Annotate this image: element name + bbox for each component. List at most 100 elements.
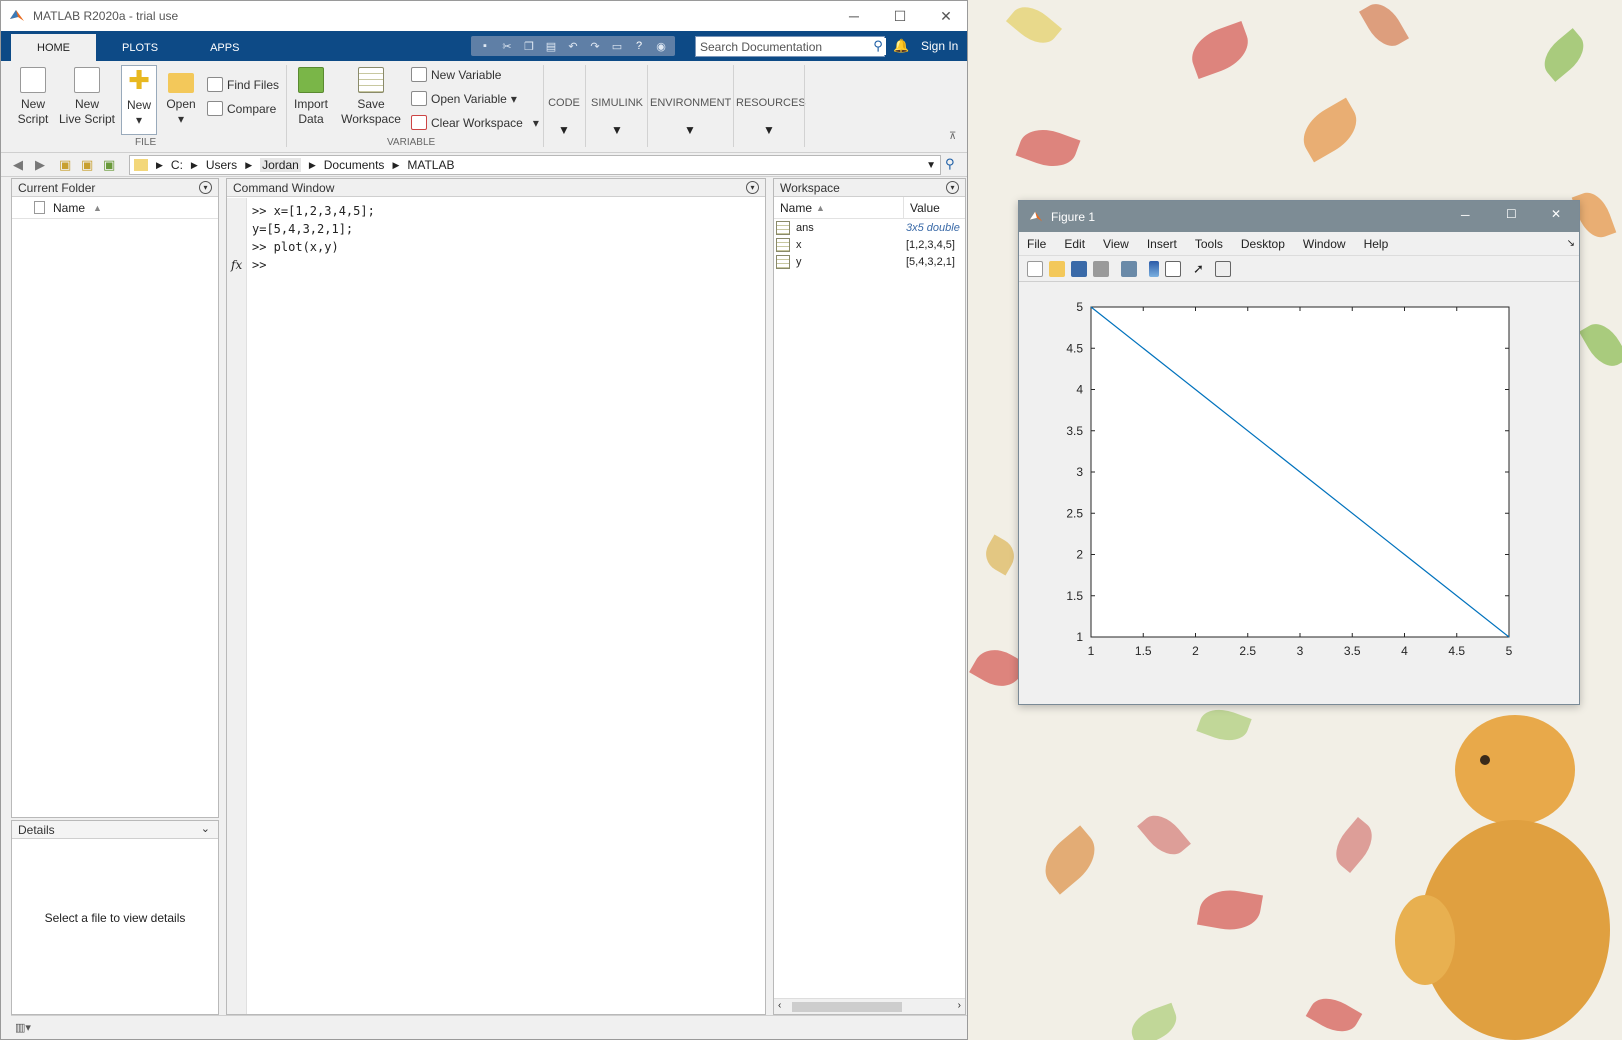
minimize-button[interactable]: ─ [849,8,859,24]
menu-file[interactable]: File [1027,236,1047,251]
colorbar-icon[interactable] [1149,260,1159,277]
copy-icon[interactable]: ❐ [524,40,534,53]
tab-apps[interactable]: APPS [210,41,240,54]
customize-icon[interactable]: ◉ [656,40,666,53]
help-icon[interactable]: ? [635,40,643,52]
workspace-name-column[interactable]: Name ▲ [774,197,904,218]
redo-icon[interactable]: ↷ [590,40,600,53]
scroll-right-icon[interactable]: › [957,1000,961,1011]
collapse-ribbon-icon[interactable]: ⊼ [949,131,957,142]
legend-icon[interactable] [1165,260,1181,277]
x-tick-label: 4.5 [1448,644,1465,658]
workspace-row[interactable]: y [5,4,3,2,1] [774,253,965,270]
tab-home[interactable]: HOME [11,34,96,61]
folder-column-header[interactable]: Name ▲ [12,197,218,219]
save-icon[interactable]: ▪ [483,40,487,52]
workspace-row[interactable]: x [1,2,3,4,5] [774,236,965,253]
path-segment[interactable]: C: [170,158,183,172]
simulink-section[interactable]: SIMULINK ▼ [589,97,645,137]
tab-plots[interactable]: PLOTS [122,41,159,54]
line-plot[interactable]: 1 1.5 2 2.5 3 3.5 4 4.5 5 1 1.5 2 2.5 3 3.5 4 4.5 5 [1019,283,1579,703]
figure-minimize-button[interactable]: ─ [1461,208,1470,222]
current-folder-pane: Current Folder ▾ Name ▲ [11,178,219,818]
chevron-down-icon: ▼ [611,123,623,137]
horizontal-scrollbar[interactable]: ‹ › [774,998,965,1014]
import-icon [298,67,324,93]
code-section[interactable]: CODE ▼ [548,97,580,137]
browse-folder-icon[interactable]: ▣ [81,157,94,172]
pane-options-icon[interactable]: ▾ [199,181,212,194]
up-folder-icon[interactable]: ▣ [59,157,72,172]
save-figure-icon[interactable] [1071,260,1087,277]
property-editor-icon[interactable] [1215,260,1231,277]
open-variable-button[interactable]: Open Variable ▾ [411,91,517,106]
scrollbar-thumb[interactable] [792,1002,902,1012]
new-figure-icon[interactable] [1027,260,1043,277]
scroll-left-icon[interactable]: ‹ [778,1000,782,1011]
divider [585,65,586,147]
chevron-down-icon[interactable]: ⌄ [200,823,210,835]
path-segment[interactable]: Users [205,158,238,172]
matlab-logo-icon [10,10,24,21]
print-icon[interactable] [1093,260,1109,277]
menu-edit[interactable]: Edit [1064,236,1086,251]
menu-help[interactable]: Help [1363,236,1389,251]
search-folder-icon[interactable]: ⚲ [945,156,955,171]
new-script-button[interactable]: New Script [11,67,55,127]
chevron-down-icon[interactable]: ▼ [926,159,936,171]
environment-section[interactable]: ENVIRONMENT ▼ [650,97,732,137]
figure-maximize-button[interactable]: ☐ [1506,207,1517,221]
new-button[interactable]: ✚ New ▾ [121,65,157,135]
resources-section[interactable]: RESOURCES ▼ [736,97,806,137]
address-bar: ◀ ▶ ▣ ▣ ▣ ▶ C: ▶ Users ▶ Jordan ▶ Docume… [1,153,967,177]
leaf-decoration [1184,20,1256,80]
forward-arrow-icon[interactable]: ▶ [35,157,45,172]
function-browser-icon[interactable]: fx [231,258,243,272]
switch-windows-icon[interactable]: ▭ [611,40,623,53]
close-button[interactable]: ✕ [940,7,952,24]
back-arrow-icon[interactable]: ◀ [13,157,23,172]
pane-options-icon[interactable]: ▾ [946,181,959,194]
path-segment[interactable]: Documents [323,158,385,172]
menu-insert[interactable]: Insert [1146,236,1177,251]
new-variable-button[interactable]: New Variable [411,67,501,82]
search-icon[interactable]: ⚲ [870,38,886,55]
command-prompt[interactable]: >> [252,258,267,272]
link-plot-icon[interactable] [1121,260,1137,277]
open-button[interactable]: Open ▾ [163,67,199,127]
cut-icon[interactable]: ✂ [502,40,512,53]
maximize-button[interactable]: ☐ [893,7,907,24]
sign-in-link[interactable]: Sign In [921,39,959,53]
search-documentation-input[interactable]: Search Documentation [695,36,885,57]
x-tick-label: 2.5 [1239,644,1256,658]
notification-bell-icon[interactable]: 🔔 [893,38,910,53]
workspace-row[interactable]: ans 3x5 double [774,219,965,236]
menu-desktop[interactable]: Desktop [1240,236,1285,251]
y-tick-label: 2 [1076,548,1083,562]
undo-icon[interactable]: ↶ [568,40,578,53]
figure-close-button[interactable]: ✕ [1551,207,1562,221]
find-files-button[interactable]: Find Files [207,77,279,92]
open-file-icon[interactable] [1049,260,1065,277]
new-live-script-button[interactable]: New Live Script [57,67,117,127]
clear-workspace-button[interactable]: Clear Workspace ▾ [411,115,539,130]
menu-window[interactable]: Window [1302,236,1346,251]
workspace-value-column[interactable]: Value [910,200,940,215]
details-pane: Details ⌄ Select a file to view details [11,820,219,1015]
import-data-button[interactable]: Import Data [291,67,331,127]
path-segment[interactable]: Jordan [260,158,301,172]
dock-icon[interactable]: ↘ [1566,238,1575,249]
save-workspace-button[interactable]: Save Workspace [339,67,403,127]
command-output[interactable]: >> x=[1,2,3,4,5]; y=[5,4,3,2,1]; >> plot… [252,202,375,274]
paste-icon[interactable]: ▤ [545,40,557,53]
pane-options-icon[interactable]: ▾ [746,181,759,194]
path-segment[interactable]: MATLAB [407,158,455,172]
status-indicator-icon[interactable]: ▥▾ [15,1022,31,1034]
current-path-field[interactable]: ▶ C: ▶ Users ▶ Jordan ▶ Documents ▶ MATL… [129,155,941,175]
menu-tools[interactable]: Tools [1194,236,1223,251]
refresh-folder-icon[interactable]: ▣ [103,157,116,172]
pointer-icon[interactable]: ➚ [1193,260,1204,276]
compare-button[interactable]: Compare [207,101,276,116]
menu-view[interactable]: View [1103,236,1129,251]
